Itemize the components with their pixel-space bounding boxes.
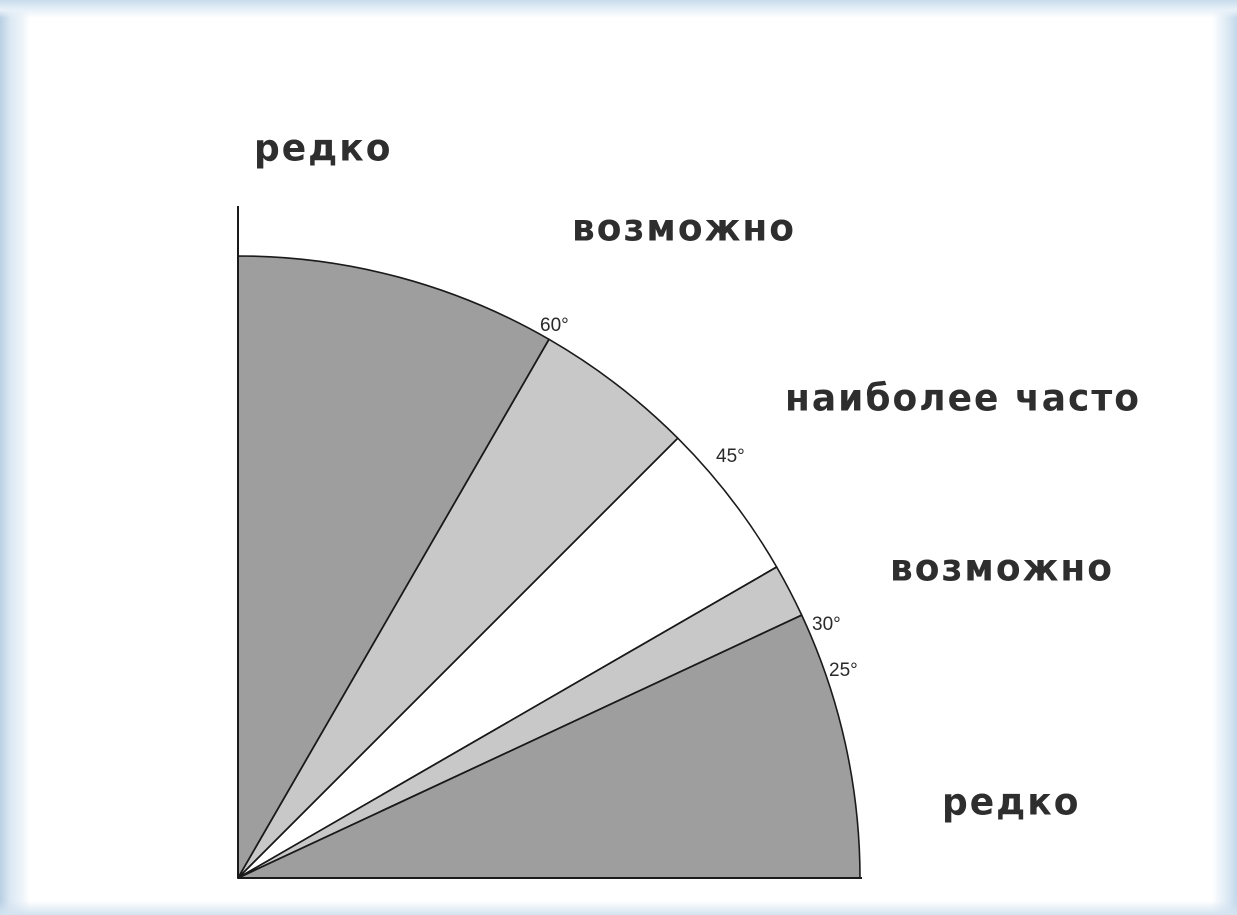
angle-label-45: 45° [716, 446, 745, 467]
angle-label-60: 60° [540, 315, 569, 336]
zone-label-rare-bottom: редко [942, 780, 1081, 824]
slide-top-border [0, 0, 1237, 18]
sector-rare-top [237, 255, 550, 879]
boundary-ray-45 [237, 437, 679, 879]
angle-label-25: 25° [829, 660, 858, 681]
boundary-ray-60 [237, 338, 550, 879]
boundary-ray-25 [237, 614, 803, 879]
zone-label-possible-lower: возможно [890, 546, 1115, 590]
sector-rare-bottom [237, 614, 861, 879]
zone-label-rare-top: редко [254, 126, 393, 170]
zone-label-possible-upper: возможно [572, 206, 797, 250]
angle-label-30: 30° [812, 614, 841, 635]
slide-bottom-border [0, 901, 1237, 915]
sectors-group [237, 255, 861, 879]
boundary-ray-30 [237, 566, 778, 879]
zone-label-most-frequent: наиболее часто [785, 376, 1141, 420]
